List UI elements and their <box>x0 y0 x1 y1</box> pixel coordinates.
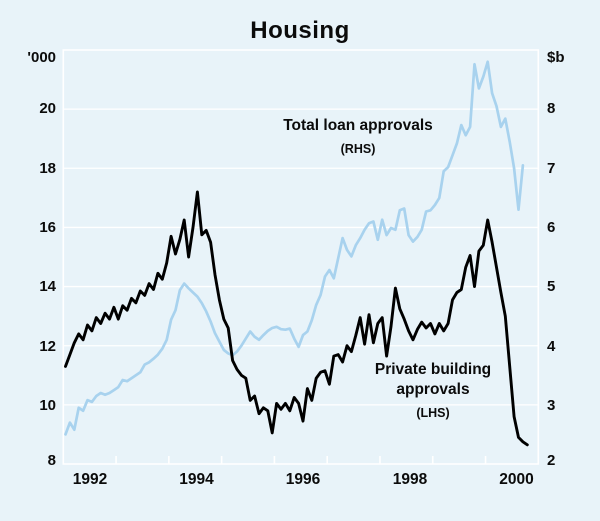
right-axis-tick: 5 <box>547 278 556 295</box>
left-axis-unit: '000 <box>27 49 56 66</box>
right-axis-tick: 4 <box>547 337 556 355</box>
right-axis-tick: 7 <box>547 159 556 177</box>
right-axis-unit: $b <box>547 49 565 66</box>
x-axis-tick-1996: 1996 <box>285 471 321 488</box>
x-axis-tick-1998: 1998 <box>392 471 428 488</box>
right-axis-tick: 2 <box>547 452 556 469</box>
left-axis-tick: 18 <box>39 159 56 177</box>
left-axis-tick: 20 <box>39 100 56 117</box>
x-axis-tick-2000: 2000 <box>499 471 534 488</box>
right-axis-tick: 8 <box>547 100 556 117</box>
right-axis-tick: 6 <box>547 219 556 236</box>
left-axis-tick: 8 <box>47 452 56 469</box>
left-axis-tick: 14 <box>39 278 56 295</box>
building-approvals-sublabel: (LHS) <box>416 406 450 420</box>
right-axis-tick: 3 <box>547 397 556 414</box>
private-building-approvals-line <box>64 190 529 447</box>
loan-approvals-sublabel: (RHS) <box>340 142 376 156</box>
building-approvals-label-line2: approvals <box>396 381 470 398</box>
chart-title: Housing <box>250 17 350 44</box>
loan-approvals-label: Total loan approvals <box>283 117 433 134</box>
x-axis-tick-1994: 1994 <box>179 471 214 488</box>
building-approvals-label-line1: Private building <box>374 361 492 378</box>
left-axis-tick: 16 <box>39 219 56 236</box>
plot-frame <box>62 49 540 465</box>
building-approvals-label: Private building approvals <box>323 360 543 400</box>
left-axis-tick: 10 <box>39 397 56 414</box>
total-loan-approvals-line <box>64 60 525 436</box>
x-axis-tick-1992: 1992 <box>72 471 108 488</box>
left-axis-tick: 12 <box>39 337 56 355</box>
